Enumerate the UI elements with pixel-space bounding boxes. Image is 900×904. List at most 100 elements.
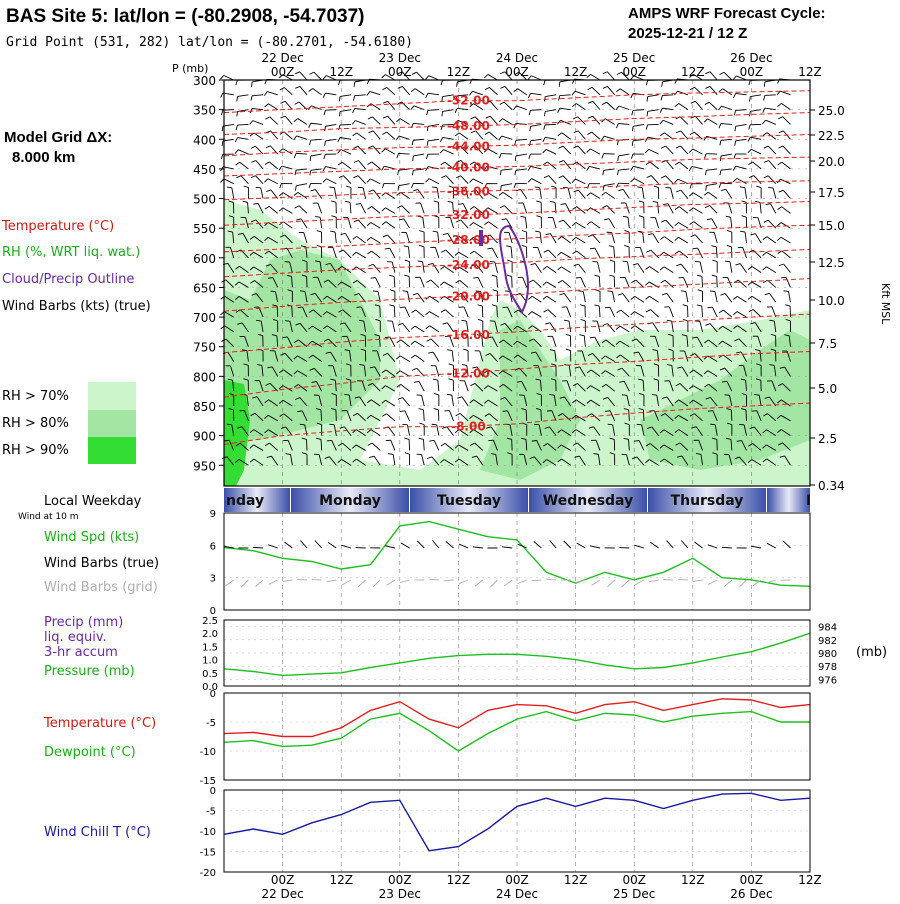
wind-barb-shaft [521, 189, 527, 198]
wind10m-barb-grid [400, 580, 410, 583]
wind-barb [430, 247, 439, 257]
time-hour-label: 00Z [505, 65, 529, 79]
wind-barb-shaft [771, 204, 776, 214]
wind-barb-flag [309, 72, 313, 74]
wind-barb-shaft [625, 277, 629, 287]
wind-barb-shaft [341, 150, 351, 154]
wind-barb-flag [660, 237, 664, 240]
wind-barb-shaft [590, 149, 600, 154]
wind-barb-flag [528, 312, 532, 315]
wind-barb-flag [432, 187, 437, 188]
wind-barb-flag [309, 183, 311, 188]
wind-barb-flag [579, 335, 584, 336]
wind-barb-flag [720, 140, 721, 145]
wind-barb-flag [442, 176, 447, 178]
wind-barb [666, 188, 674, 199]
wind-barb-shaft [768, 176, 776, 184]
wind-barb [676, 190, 688, 198]
wind-barb-flag [455, 252, 459, 255]
wind-barb [764, 95, 776, 101]
wind-barb [735, 124, 747, 131]
wind-barb [419, 231, 424, 243]
wind-barb-shaft [405, 411, 410, 421]
wind10m-barb-grid [326, 580, 336, 582]
wind-barb-flag [735, 126, 736, 131]
wind-barb-shaft [304, 232, 307, 242]
wind-barb [675, 223, 688, 229]
wind-barb-flag [441, 125, 442, 130]
wind-barb [235, 150, 248, 154]
wind-barb-flag [618, 189, 623, 190]
wind-barb-shaft [651, 310, 659, 318]
wind-barb [528, 179, 541, 184]
wind-barb [562, 307, 571, 317]
wind-barb-shaft [717, 276, 718, 287]
wind-barb-flag [354, 96, 355, 101]
wind-barb [388, 454, 395, 466]
wind-barb-flag [315, 216, 320, 217]
wind-barb-shaft [563, 220, 570, 228]
wind-barb-shaft [621, 310, 629, 317]
wind-barb [602, 102, 614, 110]
wind-barb [397, 384, 410, 391]
wind-barb [530, 263, 541, 272]
wind-barb [500, 102, 512, 110]
temp-contour-label: -36.00 [447, 184, 490, 198]
wind-barb-flag [602, 192, 606, 195]
wind-barb-flag [402, 424, 407, 425]
wind-barb [235, 138, 248, 142]
wind-barb-shaft [518, 89, 527, 95]
wind10m-barb-true [722, 547, 732, 548]
wind-barb-shaft [664, 237, 673, 243]
wind-barb-shaft [681, 264, 688, 273]
wind-barb-shaft [547, 282, 557, 288]
wind-barb-flag [457, 397, 462, 398]
wind-barb-shaft [414, 106, 424, 110]
legend-dewpoint: Dewpoint (°C) [44, 745, 136, 760]
wind-barb [719, 310, 732, 317]
temp-contour-label: -52.00 [447, 94, 490, 108]
wind-barb [572, 104, 585, 110]
wind-barb-flag [433, 231, 438, 232]
wind-barb [777, 103, 790, 109]
wind-barb-shaft [751, 149, 761, 154]
wind-barb [558, 237, 571, 243]
wind-barb-flag [660, 108, 662, 112]
wind-barb [705, 154, 718, 159]
wind-barb-flag [749, 125, 750, 130]
wind-barb-flag [720, 72, 724, 74]
wind-barb-flag [382, 87, 386, 89]
wind-barb-shaft [509, 232, 512, 243]
wind-barb-flag [324, 154, 325, 159]
wind-barb [650, 218, 658, 229]
wind-barb [427, 139, 439, 146]
wind-barb-shaft [358, 220, 365, 228]
wind-barb [412, 169, 424, 175]
wind-barb-flag [602, 102, 606, 104]
wind-barb-shaft [578, 190, 585, 198]
wind-barb-flag [221, 154, 222, 159]
wind-barb-shaft [224, 75, 234, 80]
wind-barb [427, 110, 439, 115]
wind-barb-shaft [325, 124, 336, 126]
wind-barb [749, 176, 761, 184]
wind-barb [573, 117, 585, 125]
wind-barb-flag [535, 187, 540, 188]
wind-barb [704, 136, 717, 140]
wind-barb [354, 80, 366, 87]
wind-barb-flag [678, 277, 683, 278]
wind-barb-flag [354, 82, 355, 87]
wind-barb-flag [411, 89, 415, 92]
wind-barb-shaft [745, 188, 747, 199]
wind-barb-shaft [695, 87, 703, 95]
wind-barb [367, 251, 380, 258]
wind-barb-shaft [620, 89, 629, 95]
wind-barb-flag [603, 86, 608, 88]
wind-barb [573, 162, 586, 169]
wind10m-barb-grid [724, 580, 732, 587]
rh90-swatch [88, 437, 136, 464]
wind-barb-shaft [769, 160, 776, 168]
wind-barb [329, 187, 336, 199]
wind-barb [382, 208, 395, 214]
wind-barb-flag [382, 222, 386, 225]
